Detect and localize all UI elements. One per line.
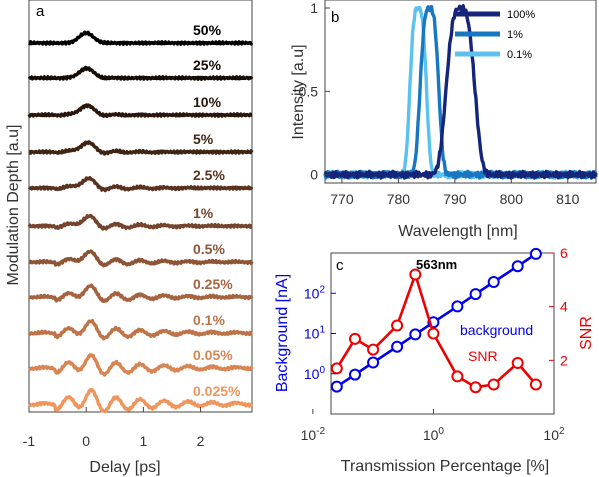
panel-b: b 100%1%0.1% 770 780 790 800 810 00.51 Wavel… — [290, 0, 598, 240]
point-background-2.5 — [451, 300, 464, 313]
trace-0.05% — [28, 353, 254, 377]
point-SNR-50 — [529, 378, 542, 391]
trace-label-0.5%: 0.5% — [193, 241, 225, 257]
panel-c-x-tick-label: 100 — [423, 426, 445, 443]
trace-1% — [27, 213, 253, 231]
trace-50% — [28, 30, 254, 46]
panel-a-x-tick-label: 2 — [197, 433, 205, 449]
panel-c-annotation: 563nm — [416, 257, 457, 272]
panel-b-y-tick-label: 1 — [310, 0, 318, 16]
trace-label-25%: 25% — [193, 57, 222, 73]
panel-b-x-ticks: 770 780 790 800 810 — [330, 178, 580, 207]
panel-b-frame — [324, 0, 597, 184]
point-background-10 — [487, 276, 500, 288]
trace-25% — [27, 65, 254, 81]
panel-c-x-axis-label: Transmission Percentage [%] — [341, 458, 549, 475]
panel-b-legend: 100% 1% 0.1% — [455, 9, 535, 61]
point-SNR-0.25 — [391, 319, 404, 332]
panel-c-left-y-ticks: 100 101 102 — [304, 284, 336, 382]
panel-a-x-tick-label: 0 — [82, 433, 90, 449]
trace-0.1% — [27, 319, 253, 341]
point-background-25 — [511, 260, 524, 273]
trace-5% — [28, 140, 254, 156]
panel-c-x-tick-label: 102 — [543, 426, 565, 443]
panel-b-y-axis-label: Intensity [a.u] — [290, 44, 307, 139]
trace-0.5% — [28, 249, 254, 268]
panel-a-traces — [27, 30, 254, 414]
panel-a-letter: a — [36, 3, 45, 20]
panel-b-x-tick-label: 800 — [500, 191, 524, 207]
panel-c-x-ticks: 10-2 100 102 — [301, 409, 565, 443]
panel-c-left-y-tick-label: 100 — [304, 365, 326, 382]
panel-b-y-tick-label: 0.5 — [299, 83, 319, 99]
trace-label-0.05%: 0.05% — [193, 347, 233, 363]
panel-b-x-axis-label: Wavelength [nm] — [398, 223, 517, 240]
panel-b-x-tick-label: 780 — [387, 191, 411, 207]
trace-label-0.1%: 0.1% — [193, 312, 225, 328]
panel-c-right-y-tick-label: 2 — [560, 352, 568, 368]
panel-a-x-tick-label: -1 — [23, 433, 36, 449]
point-background-0.025 — [330, 380, 343, 393]
point-background-0.1 — [367, 356, 380, 369]
panel-c-series-labels: background SNR — [460, 322, 533, 364]
panel-c-right-y-tick-label: 4 — [560, 299, 568, 315]
panel-b-x-tick-label: 790 — [443, 191, 467, 207]
point-SNR-25 — [511, 357, 524, 369]
point-SNR-0.1 — [367, 343, 380, 356]
panel-a-x-tick-label: 1 — [139, 433, 147, 449]
series-label-SNR: SNR — [468, 348, 498, 364]
panel-c-right-y-tick-label: 6 — [560, 245, 568, 261]
panel-b-x-tick-label: 810 — [556, 191, 580, 207]
panel-c-right-y-axis-label: SNR — [578, 316, 595, 350]
panel-c-left-y-tick-label: 101 — [304, 325, 326, 342]
panel-a-x-axis-label: Delay [ps] — [89, 459, 160, 476]
point-SNR-2.5 — [451, 370, 464, 383]
trace-label-5%: 5% — [193, 131, 214, 147]
panel-a-y-axis-label: Modulation Depth [a.u] — [5, 125, 22, 286]
panel-c-x-tick-label: 10-2 — [301, 426, 326, 443]
trace-2.5% — [27, 176, 254, 193]
panel-b-y-ticks: 00.51 — [299, 0, 330, 183]
trace-label-1%: 1% — [193, 205, 214, 221]
trace-0.025% — [28, 388, 254, 414]
panel-b-y-tick-label: 0 — [310, 167, 318, 183]
point-background-50 — [529, 247, 542, 260]
point-SNR-0.025 — [330, 362, 343, 375]
panel-b-letter: b — [331, 9, 339, 26]
legend-label-0.1%: 0.1% — [507, 49, 532, 61]
panel-c-right-y-ticks: 2 4 6 — [549, 245, 568, 368]
point-SNR-0.05 — [349, 332, 361, 345]
panel-a-frame — [28, 0, 253, 413]
trace-label-0.25%: 0.25% — [193, 276, 233, 292]
trace-label-50%: 50% — [193, 22, 222, 38]
point-background-0.05 — [349, 368, 361, 381]
panel-c-series — [330, 247, 542, 394]
legend-label-1%: 1% — [507, 29, 523, 41]
panel-b-x-tick-label: 770 — [330, 191, 354, 207]
point-background-0.25 — [391, 340, 404, 353]
point-background-0.5 — [409, 328, 422, 341]
panel-a: a 50% 25% 10% 5% 2.5% 1% 0.5% 0.25% 0.1% 0.05% 0.0… — [5, 0, 254, 476]
point-SNR-5 — [469, 381, 482, 394]
panel-b-spectra — [323, 4, 598, 180]
panel-c-left-y-tick-label: 102 — [304, 284, 326, 301]
legend-label-100%: 100% — [507, 9, 535, 21]
trace-label-10%: 10% — [193, 94, 222, 110]
spectrum-100% — [323, 4, 598, 180]
point-SNR-1 — [427, 327, 440, 340]
trace-label-2.5%: 2.5% — [193, 167, 225, 183]
panel-c-letter: c — [336, 257, 344, 274]
point-SNR-0.5 — [409, 268, 422, 281]
series-label-background: background — [460, 322, 533, 338]
panel-a-x-ticks: -1 0 1 2 — [23, 407, 205, 449]
panel-c-left-y-axis-label: Background [nA] — [274, 274, 291, 392]
trace-10% — [27, 103, 253, 118]
point-SNR-10 — [487, 378, 500, 391]
trace-0.25% — [28, 283, 254, 303]
panel-a-trace-labels: 50% 25% 10% 5% 2.5% 1% 0.5% 0.25% 0.1% 0.05% 0.025… — [193, 22, 241, 399]
point-background-5 — [469, 288, 482, 301]
trace-label-0.025%: 0.025% — [193, 383, 241, 399]
